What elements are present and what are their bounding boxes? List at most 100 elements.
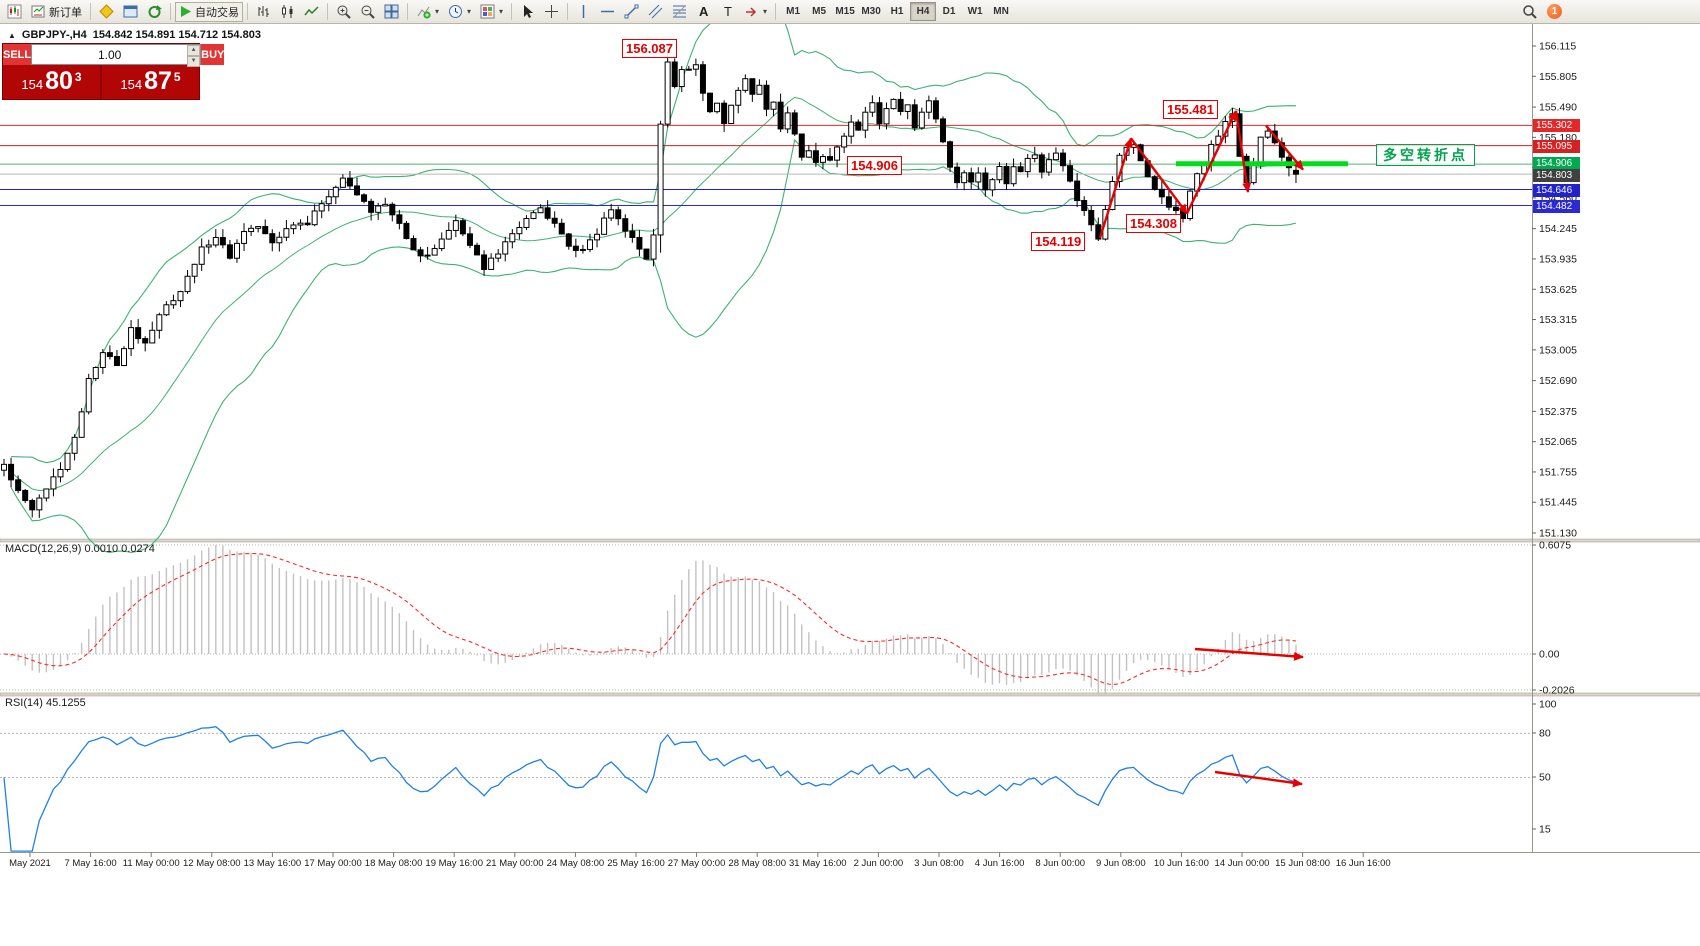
rsi-scale-label: 80 <box>1539 728 1551 740</box>
fibonacci-button[interactable] <box>668 2 691 22</box>
arrows-tool-icon <box>746 7 757 17</box>
price-annotation-label[interactable]: 154.308 <box>1126 214 1181 233</box>
rsi-scale-label: 50 <box>1539 772 1551 784</box>
new-chart-button[interactable] <box>3 2 26 22</box>
time-axis-label: 11 May 00:00 <box>123 858 180 869</box>
timeframe-m1-button[interactable]: M1 <box>780 2 806 21</box>
timeframe-mn-button[interactable]: MN <box>988 2 1014 21</box>
toolbar-separator <box>775 3 777 20</box>
timeframe-m5-button[interactable]: M5 <box>806 2 832 21</box>
timeframe-w1-button[interactable]: W1 <box>962 2 988 21</box>
timeframe-h1-button[interactable]: H1 <box>884 2 910 21</box>
bar-chart-icon <box>258 6 269 17</box>
channel-button[interactable] <box>644 2 667 22</box>
volume-up-button[interactable]: ▲ <box>187 45 201 56</box>
macd-scale-label: 0.6075 <box>1539 540 1571 552</box>
toolbar-separator <box>170 3 171 20</box>
auto-trading-button[interactable]: 自动交易 <box>175 1 243 22</box>
dropdown-caret-icon: ▾ <box>467 7 472 16</box>
toolbar-separator <box>247 3 248 20</box>
timeframe-d1-button[interactable]: D1 <box>936 2 962 21</box>
time-axis-label: 14 Jun 00:00 <box>1215 858 1270 869</box>
data-window-button[interactable] <box>119 2 142 22</box>
trade-panel-divider <box>100 65 102 99</box>
market-watch-button[interactable] <box>95 2 118 22</box>
crosshair-button[interactable] <box>540 2 563 22</box>
price-annotation-label[interactable]: 154.119 <box>1031 232 1086 251</box>
time-axis-label: 19 May 16:00 <box>425 858 483 869</box>
time-axis-label: 9 Jun 08:00 <box>1096 858 1146 869</box>
indicators-icon <box>417 6 431 19</box>
text-tool-button[interactable]: A <box>692 2 715 22</box>
toolbar-separator <box>327 3 328 20</box>
rsi-indicator-label: RSI(14) 45.1255 <box>5 697 86 709</box>
line-chart-icon <box>304 6 319 16</box>
buy-button[interactable]: 154 87 5 <box>102 65 199 99</box>
buy-price-sup: 5 <box>173 70 181 84</box>
bar-chart-button[interactable] <box>252 2 275 22</box>
search-button[interactable] <box>1518 2 1541 22</box>
timeframe-h4-button[interactable]: H4 <box>910 2 937 21</box>
sell-price-big: 80 <box>45 67 73 95</box>
price-scale[interactable]: 156.115155.805155.490155.180154.870154.5… <box>1532 41 1577 540</box>
tile-windows-button[interactable] <box>380 2 403 22</box>
candlestick-chart-button[interactable] <box>276 2 299 22</box>
toolbar-right-group: 1 <box>1518 2 1562 22</box>
notification-badge[interactable]: 1 <box>1547 4 1562 19</box>
periods-button[interactable]: ▾ <box>444 2 475 22</box>
indicators-button[interactable]: ▾ <box>412 2 443 22</box>
price-scale-label: 154.245 <box>1539 223 1577 235</box>
time-axis-label: 27 May 00:00 <box>668 858 726 869</box>
svg-text:A: A <box>699 4 709 19</box>
time-axis-label: 7 May 16:00 <box>64 858 116 869</box>
templates-icon <box>480 4 495 19</box>
gold-diamond-icon <box>99 4 114 19</box>
dropdown-caret-icon: ▾ <box>763 7 768 16</box>
navigator-button[interactable] <box>143 2 166 22</box>
timeframe-m30-button[interactable]: M30 <box>858 2 884 21</box>
timeframe-m15-button[interactable]: M15 <box>832 2 858 21</box>
arrows-tool-button[interactable]: ▾ <box>740 2 771 22</box>
fibonacci-icon <box>673 5 687 18</box>
zoom-out-icon <box>361 5 375 19</box>
candlesticks-layer <box>1 48 1299 518</box>
price-annotation-label[interactable]: 155.481 <box>1163 100 1218 119</box>
horizontal-line-button[interactable] <box>596 2 619 22</box>
zoom-out-button[interactable] <box>356 2 379 22</box>
new-order-button[interactable]: 新订单 <box>27 2 86 22</box>
volume-input[interactable] <box>32 45 188 64</box>
macd-scale-label: -0.2026 <box>1539 685 1575 697</box>
trend-note-label[interactable]: 多空转折点 <box>1376 144 1475 166</box>
rsi-arrow <box>1214 770 1303 788</box>
dropdown-caret-icon: ▾ <box>435 7 440 16</box>
price-scale-label: 155.490 <box>1539 102 1577 114</box>
price-tag: 154.482 <box>1533 200 1580 213</box>
price-scale-label: 151.130 <box>1539 528 1577 540</box>
trendline-button[interactable] <box>620 2 643 22</box>
price-scale-label: 151.445 <box>1539 497 1577 509</box>
price-annotation-label[interactable]: 154.906 <box>847 156 902 175</box>
time-axis-label: 31 May 16:00 <box>789 858 847 869</box>
templates-button[interactable]: ▾ <box>476 2 507 22</box>
time-axis-label: 12 May 08:00 <box>183 858 241 869</box>
vertical-line-button[interactable] <box>572 2 595 22</box>
trend-arrows-layer <box>1098 110 1304 239</box>
time-axis-label: 2 Jun 00:00 <box>854 858 904 869</box>
macd-scale-label: 0.00 <box>1539 649 1560 661</box>
trade-panel-top-row: SELL ▲ ▼ BUY <box>3 44 225 67</box>
time-axis[interactable]: May 2021 7 May 16:00 11 May 00:00 12 May 08… <box>9 852 1391 870</box>
zoom-in-button[interactable] <box>332 2 355 22</box>
line-chart-button[interactable] <box>300 2 323 22</box>
time-axis-label: 21 May 00:00 <box>486 858 544 869</box>
time-axis-label: 4 Jun 16:00 <box>975 858 1025 869</box>
cursor-button[interactable] <box>516 2 539 22</box>
toolbar-separator <box>511 3 513 20</box>
clock-icon <box>449 5 463 18</box>
price-scale-label: 153.935 <box>1539 253 1577 265</box>
sell-button[interactable]: 154 80 3 <box>3 65 100 99</box>
label-tool-button[interactable]: T <box>716 2 739 22</box>
price-scale-label: 156.115 <box>1539 41 1576 53</box>
price-annotation-label[interactable]: 156.087 <box>622 39 677 58</box>
volume-down-button[interactable]: ▼ <box>187 56 201 67</box>
